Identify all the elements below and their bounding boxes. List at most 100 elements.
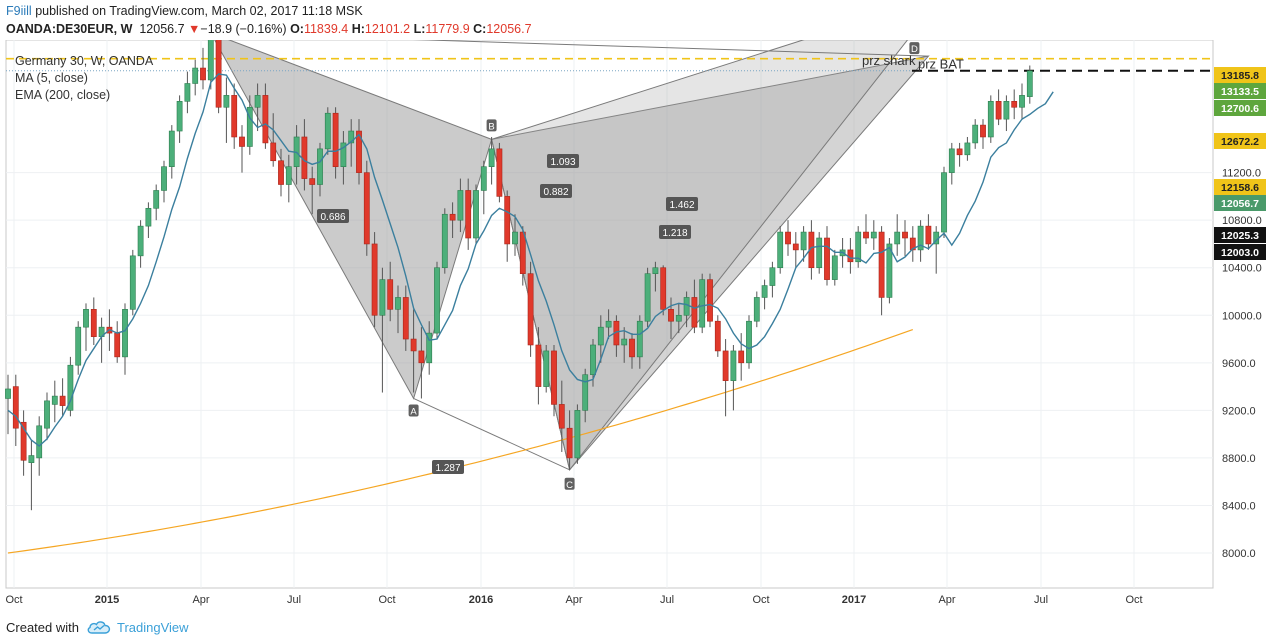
candle-body — [270, 142, 277, 162]
candle-body — [332, 112, 339, 167]
candle-body — [246, 106, 253, 147]
candle-body — [223, 95, 230, 108]
pattern-point-bg — [408, 404, 419, 417]
ratio-label-bg — [666, 197, 698, 211]
candle-body — [629, 338, 635, 358]
candle-body — [652, 267, 659, 274]
price-axis-label: 12158.6 — [1221, 182, 1259, 194]
x-tick-label: Apr — [192, 594, 209, 606]
ratio-label: 1.218 — [662, 228, 687, 239]
candle-body — [387, 279, 394, 310]
candle-body — [51, 395, 58, 405]
candle-body — [254, 95, 261, 108]
candle-body — [262, 95, 269, 144]
candle-body — [402, 297, 409, 340]
price-chart[interactable]: Oct 2015 Apr Jul Oct 2016 Apr Jul Oct 2017 Apr Jul O… — [0, 40, 1270, 612]
candle-body — [558, 404, 565, 429]
candle-body — [980, 124, 986, 138]
candle-body — [161, 166, 167, 191]
candle-body — [714, 320, 721, 352]
candle-body — [660, 267, 667, 310]
candle-body — [441, 213, 448, 269]
close-value: 12056.7 — [486, 22, 532, 36]
candle-body — [831, 255, 838, 280]
candle-body — [12, 386, 19, 429]
price-axis-label: 12700.6 — [1221, 103, 1259, 115]
candle-body — [480, 166, 487, 191]
candle-body — [909, 237, 916, 251]
candle-body — [1019, 95, 1025, 108]
price-axis-label-bg — [1214, 179, 1266, 195]
candle-body — [90, 309, 97, 337]
chart-legend: Germany 30, W, OANDA MA (5, close) EMA (… — [15, 53, 153, 104]
legend-ema[interactable]: EMA (200, close) — [15, 88, 111, 102]
candle-body — [753, 297, 760, 322]
candle-body — [925, 225, 932, 245]
symbol-label: OANDA:DE30EUR, W — [6, 22, 133, 36]
candle-body — [473, 190, 479, 239]
candle-body — [847, 249, 854, 263]
candle-body — [863, 231, 869, 239]
high-value: 12101.2 — [364, 22, 411, 36]
candle-body — [964, 142, 971, 156]
tradingview-cloud-icon[interactable] — [86, 618, 112, 636]
x-tick-label: 2015 — [95, 594, 119, 606]
author-link[interactable]: F9iill — [6, 4, 32, 18]
candle-body — [153, 190, 160, 209]
candle-body — [948, 148, 955, 173]
candle-body — [972, 124, 979, 144]
y-tick-label: 9600.0 — [1222, 358, 1256, 370]
candle-body — [239, 136, 245, 147]
price-axis-label: 12003.0 — [1221, 247, 1259, 259]
price-axis-label-bg — [1214, 100, 1266, 116]
price-axis-label: 12056.7 — [1221, 198, 1259, 210]
candle-body — [668, 309, 674, 322]
candle-body — [730, 350, 737, 381]
price-axis-label-bg — [1214, 83, 1266, 99]
x-tick-label: 2017 — [842, 594, 866, 606]
ratio-label: 1.462 — [669, 200, 694, 211]
candle-body — [278, 160, 284, 185]
y-tick-label: 8800.0 — [1222, 453, 1256, 465]
candle-body — [231, 95, 238, 138]
candle-body — [114, 332, 121, 358]
candle-body — [348, 130, 355, 144]
published-text: published on TradingView.com, March 02, … — [35, 4, 363, 18]
candle-body — [551, 350, 557, 405]
x-tick-label: Jul — [1034, 594, 1048, 606]
candle-body — [5, 388, 11, 399]
ratio-label: 1.093 — [550, 157, 575, 168]
ratio-label-bg — [659, 225, 691, 239]
candle-body — [902, 231, 908, 239]
legend-ma[interactable]: MA (5, close) — [15, 71, 88, 85]
candle-body — [137, 225, 144, 257]
pattern-point-bg — [486, 119, 497, 132]
ratio-label: 0.882 — [543, 187, 568, 198]
candle-body — [785, 231, 791, 245]
y-tick-label: 8400.0 — [1222, 500, 1256, 512]
plot-area — [5, 40, 1214, 589]
candle-body — [777, 231, 784, 269]
close-label: C: — [473, 22, 487, 36]
candle-body — [324, 112, 331, 150]
created-with-text: Created with — [6, 620, 79, 635]
last-price: 12056.7 — [139, 22, 185, 36]
pattern-point-label: C — [566, 480, 573, 491]
price-change: −18.9 (−0.16%) — [200, 22, 287, 36]
ratio-label-bg — [547, 154, 579, 168]
candle-body — [590, 344, 596, 376]
x-tick-label: Jul — [660, 594, 674, 606]
candle-body — [512, 231, 518, 245]
candle-body — [722, 350, 729, 381]
candle-body — [644, 273, 651, 322]
candle-body — [200, 67, 206, 81]
price-axis-label-bg — [1214, 244, 1266, 260]
candle-body — [855, 231, 862, 263]
candle-body — [800, 231, 807, 251]
price-axis-label: 12672.2 — [1221, 136, 1259, 148]
price-axis-label-bg — [1214, 227, 1266, 243]
footer: Created with TradingView — [0, 612, 1270, 644]
prz-annotation: prz shark — [862, 53, 916, 68]
tradingview-brand-link[interactable]: TradingView — [117, 620, 189, 635]
candle-body — [83, 309, 89, 328]
